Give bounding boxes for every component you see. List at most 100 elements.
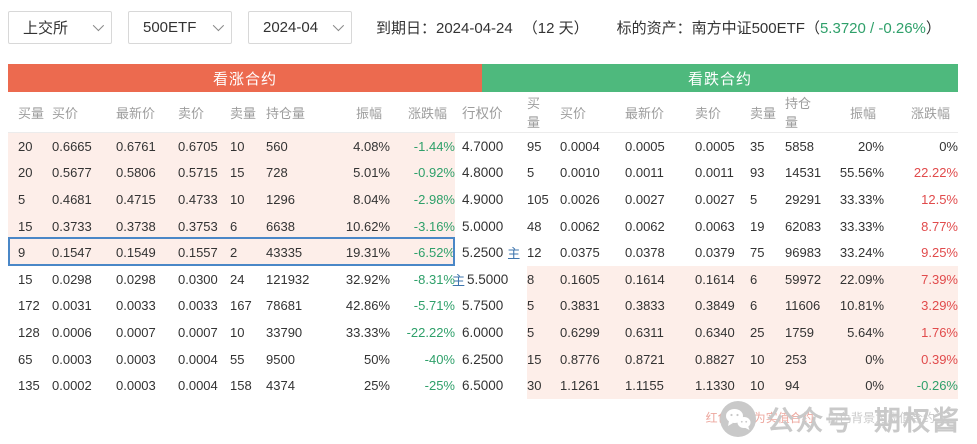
underlying-price-change: 5.3720 / -0.26% xyxy=(819,19,926,37)
call-ask-volume: 2 xyxy=(230,239,266,266)
strike-cell: 5.7500 xyxy=(462,298,504,314)
call-open-interest: 1296 xyxy=(266,186,326,213)
put-last-price: 0.3833 xyxy=(625,292,695,320)
strike-cell: 4.9000 xyxy=(462,191,504,207)
call-open-interest: 121932 xyxy=(266,271,310,287)
call-open-interest: 33790 xyxy=(266,324,303,340)
put-change: 1.76% xyxy=(884,319,958,346)
strike-cell: 6.0000 xyxy=(462,324,504,340)
put-open-interest: 1759 xyxy=(785,319,829,346)
call-buy-volume: 172 xyxy=(18,298,40,314)
month-select[interactable]: 2024-04 xyxy=(248,10,352,44)
call-ask-price: 0.0007 xyxy=(178,324,218,340)
put-ask-volume: 5 xyxy=(750,191,758,207)
option-row[interactable]: 128 0.0006 0.0007 0.0007 10 33790 33.33% -22.22… xyxy=(8,319,958,346)
call-amplitude: 5.01% xyxy=(326,159,390,187)
put-main-contract-marker: 主 xyxy=(507,246,521,262)
put-ask-volume: 10 xyxy=(750,372,785,399)
put-last-price: 0.6311 xyxy=(625,319,695,346)
call-ask-price: 0.6705 xyxy=(178,133,230,160)
option-row[interactable]: 5 0.4681 0.4715 0.4733 10 1296 8.04% -2.98% 4.90… xyxy=(8,186,958,213)
call-buy-volume: 5 xyxy=(8,186,52,213)
call-buy-volume: 135 xyxy=(18,378,40,394)
put-bid-price: 0.0026 xyxy=(560,191,600,207)
put-change: -0.26% xyxy=(884,372,958,399)
put-open-interest: 96983 xyxy=(785,245,822,261)
header-put-bid-price: 买价 xyxy=(560,105,587,121)
exchange-select[interactable]: 上交所 xyxy=(8,10,112,44)
call-buy-volume: 65 xyxy=(18,351,33,367)
option-row[interactable]: 15 0.3733 0.3738 0.3753 6 6638 10.62% -3.16% 5.0… xyxy=(8,212,958,240)
put-ask-volume: 35 xyxy=(750,138,765,154)
put-last-price: 0.8721 xyxy=(625,345,695,373)
put-amplitude: 10.81% xyxy=(829,292,884,320)
call-last-price: 0.0003 xyxy=(116,351,156,367)
call-ask-volume: 10 xyxy=(230,186,266,213)
call-change: -3.16% xyxy=(390,212,455,240)
header-put-ask-volume: 卖量 xyxy=(750,105,777,121)
call-change: -5.71% xyxy=(413,298,455,314)
put-ask-volume: 6 xyxy=(750,265,785,293)
put-ask-price: 0.0005 xyxy=(695,138,735,154)
put-open-interest: 62083 xyxy=(785,218,822,234)
call-last-price: 0.0003 xyxy=(116,378,156,394)
option-row[interactable]: 135 0.0002 0.0003 0.0004 158 4374 25% -25% 6.500… xyxy=(8,372,958,399)
call-open-interest: 560 xyxy=(266,133,326,160)
days-remaining: （12 天） xyxy=(522,19,589,37)
put-change: 22.22% xyxy=(913,165,958,181)
call-open-interest: 43335 xyxy=(266,239,326,266)
option-row[interactable]: 15 0.0298 0.0298 0.0300 24 121932 32.92% -8.31%… xyxy=(8,265,958,293)
wechat-icon xyxy=(719,400,757,438)
month-select-value: 2024-04 xyxy=(263,18,319,36)
put-ask-price: 0.3849 xyxy=(695,292,750,320)
call-ask-volume: 6 xyxy=(230,212,266,240)
product-select[interactable]: 500ETF xyxy=(128,10,232,44)
call-ask-price: 0.0300 xyxy=(178,271,218,287)
put-change: 9.25% xyxy=(921,245,958,261)
call-ask-volume: 55 xyxy=(230,351,245,367)
call-last-price: 0.5806 xyxy=(116,159,178,187)
put-contracts-banner: 看跌合约 xyxy=(482,64,958,92)
put-open-interest: 5858 xyxy=(785,138,814,154)
option-row[interactable]: 20 0.5677 0.5806 0.5715 15 728 5.01% -0.92% 4.80… xyxy=(8,159,958,187)
put-bid-price: 0.6299 xyxy=(560,319,625,346)
call-last-price: 0.4715 xyxy=(116,186,178,213)
call-amplitude: 10.62% xyxy=(326,212,390,240)
put-change: 3.29% xyxy=(884,292,958,320)
call-open-interest: 9500 xyxy=(266,351,295,367)
call-buy-volume: 20 xyxy=(8,159,52,187)
call-ask-volume: 167 xyxy=(230,298,252,314)
call-amplitude: 4.08% xyxy=(326,133,390,160)
put-amplitude: 33.33% xyxy=(839,191,884,207)
call-open-interest: 4374 xyxy=(266,378,295,394)
header-call-ask-price: 卖价 xyxy=(178,105,205,121)
strike-cell: 主 5.5000 xyxy=(452,271,509,288)
header-strike-price: 行权价 xyxy=(462,106,503,121)
put-last-price: 0.0062 xyxy=(625,218,665,234)
put-ask-volume: 10 xyxy=(750,345,785,373)
put-last-price: 0.0378 xyxy=(625,245,665,261)
put-ask-price: 0.1614 xyxy=(695,265,750,293)
put-bid-price: 0.0010 xyxy=(560,165,600,181)
call-last-price: 0.0298 xyxy=(116,271,156,287)
legend-otm-note: 白色背景为虚值合约 xyxy=(826,411,935,425)
exchange-select-value: 上交所 xyxy=(23,19,69,37)
call-last-price: 0.3738 xyxy=(116,212,178,240)
call-main-contract-marker: 主 xyxy=(452,272,466,288)
call-amplitude: 33.33% xyxy=(345,324,390,340)
chevron-down-icon xyxy=(212,19,225,32)
put-change: 7.39% xyxy=(884,265,958,293)
option-row[interactable]: 65 0.0003 0.0003 0.0004 55 9500 50% -40% 6.2500 1… xyxy=(8,345,958,373)
call-buy-volume: 15 xyxy=(8,212,52,240)
option-row[interactable]: 172 0.0031 0.0033 0.0033 167 78681 42.86% -5.71… xyxy=(8,292,958,320)
put-last-price: 1.1155 xyxy=(625,372,695,399)
section-banners: 看涨合约 看跌合约 xyxy=(8,64,958,92)
put-ask-price: 0.0379 xyxy=(695,245,735,261)
call-open-interest: 6638 xyxy=(266,212,326,240)
call-ask-price: 0.0004 xyxy=(178,351,218,367)
call-amplitude: 42.86% xyxy=(345,298,390,314)
put-amplitude: 0% xyxy=(829,345,884,373)
option-row[interactable]: 20 0.6665 0.6761 0.6705 10 560 4.08% -1.44% 4.70… xyxy=(8,133,958,160)
put-change: 8.77% xyxy=(921,218,958,234)
option-row[interactable]: 9 0.1547 0.1549 0.1557 2 43335 19.31% -6.52% 5.2… xyxy=(8,237,958,267)
